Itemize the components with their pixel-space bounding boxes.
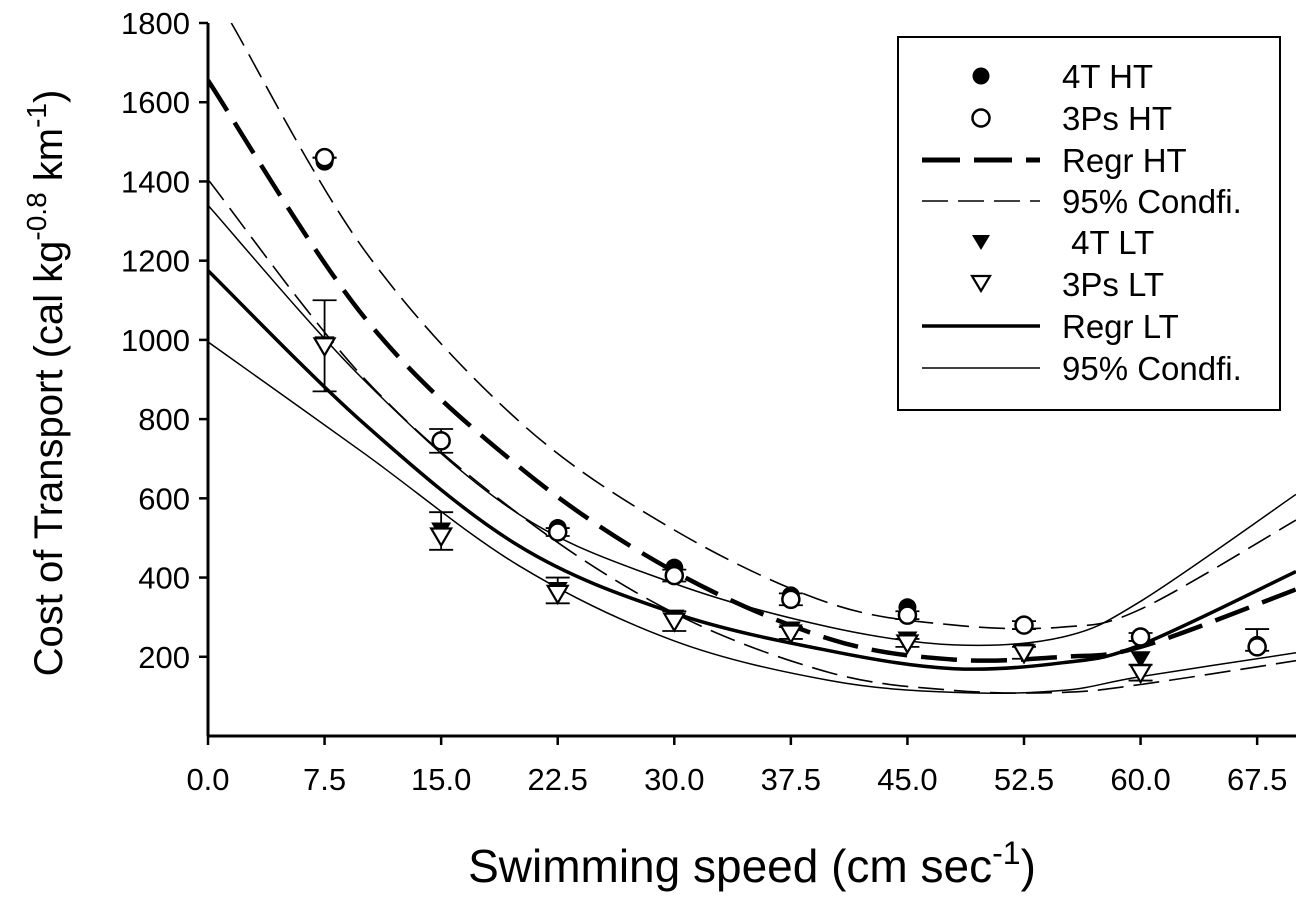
y-tick-label: 600	[138, 481, 190, 516]
y-tick-label: 200	[138, 640, 190, 675]
y-tick-label: 1200	[121, 244, 190, 279]
y-axis-label-end: )	[27, 90, 71, 103]
open-triangle-down-marker	[662, 612, 687, 633]
x-tick-label: 45.0	[877, 762, 937, 797]
curve-95-condfi-lt-upper	[208, 204, 1296, 647]
y-tick-label: 1000	[121, 323, 190, 358]
filled-triangle-down-marker	[1130, 651, 1151, 669]
y-axis-label: Cost of Transport (cal kg-0.8 km-1)	[21, 90, 71, 677]
y-axis-label-sup2: -1	[21, 103, 52, 128]
legend-label-7: Regr LT	[1062, 308, 1179, 345]
y-tick-label: 1400	[121, 164, 190, 199]
y-tick-label: 400	[138, 561, 190, 596]
open-triangle-down-marker	[1128, 664, 1153, 685]
open-triangle-down-marker	[895, 634, 920, 655]
legend-label-5: 4T LT	[1062, 224, 1154, 261]
open-circle-marker	[547, 522, 568, 542]
curve-95-condfi-ht-lower	[208, 179, 1296, 694]
open-circle-marker	[1014, 615, 1034, 635]
y-tick-label: 1600	[121, 85, 190, 120]
legend-open-circle-icon	[971, 108, 991, 128]
legend-label-4: 95% Condfi.	[1062, 183, 1242, 220]
curve-95-condfi-lt-lower	[208, 341, 1296, 694]
y-axis-label-sup1: -0.8	[21, 192, 52, 240]
x-tick-label: 0.0	[186, 762, 229, 797]
curve-regr-ht	[208, 79, 1296, 663]
open-triangle-down-marker	[778, 624, 803, 645]
open-triangle-down-marker	[545, 584, 570, 606]
open-circle-marker	[314, 147, 335, 168]
legend-label-6: 3Ps LT	[1062, 266, 1164, 303]
legend-filled-triangle-icon	[972, 235, 990, 250]
y-axis-label-mid: km	[27, 128, 71, 192]
legend: 4T HT 3Ps HT Regr HT 95% Condfi. 4T LT 3…	[897, 36, 1281, 411]
open-circle-marker	[431, 431, 451, 451]
x-tick-label: 67.5	[1227, 762, 1287, 797]
y-tick-label: 1800	[121, 6, 190, 41]
regression-curves	[208, 23, 1296, 694]
x-axis-label: Swimming speed (cm sec-1)	[468, 835, 1036, 892]
x-tick-label: 22.5	[528, 762, 588, 797]
legend-box	[897, 36, 1281, 411]
x-tick-label: 30.0	[644, 762, 704, 797]
x-axis-label-main: Swimming speed (cm sec	[468, 840, 992, 892]
x-tick-label: 37.5	[761, 762, 821, 797]
curve-regr-lt	[208, 269, 1296, 671]
legend-label-1: 4T HT	[1062, 58, 1153, 95]
legend-label-2: 3Ps HT	[1062, 100, 1172, 137]
data-markers	[312, 147, 1267, 685]
open-triangle-down-marker	[1012, 644, 1036, 665]
open-circle-marker	[781, 589, 801, 610]
open-triangle-down-marker	[312, 337, 337, 358]
x-tick-label: 7.5	[303, 762, 346, 797]
y-tick-label: 800	[138, 402, 190, 437]
legend-label-3: Regr HT	[1062, 142, 1187, 179]
curve-95-condfi-ht-upper	[230, 23, 1296, 630]
open-circle-marker	[1130, 627, 1151, 647]
legend-filled-circle-icon	[972, 67, 990, 85]
legend-open-triangle-icon	[970, 274, 992, 294]
x-axis: 0.0 7.5 15.0 22.5 30.0 37.5 45.0 52.5 60.0 67.5	[186, 736, 1287, 797]
open-circle-marker	[897, 605, 918, 625]
open-circle-marker	[1247, 637, 1267, 657]
legend-label-8: 95% Condfi.	[1062, 350, 1242, 387]
open-triangle-down-marker	[429, 527, 454, 548]
x-axis-label-end: )	[1021, 840, 1036, 892]
open-circle-marker	[664, 565, 685, 586]
y-axis-label-main: Cost of Transport (cal kg	[27, 241, 71, 677]
plot-frame	[206, 23, 1296, 738]
x-tick-label: 15.0	[411, 762, 471, 797]
x-tick-label: 60.0	[1110, 762, 1170, 797]
x-axis-label-sup: -1	[992, 835, 1020, 871]
x-tick-label: 52.5	[994, 762, 1054, 797]
y-axis: 200 400 600 800 1000 1200 1400 1600 1800	[121, 6, 208, 675]
